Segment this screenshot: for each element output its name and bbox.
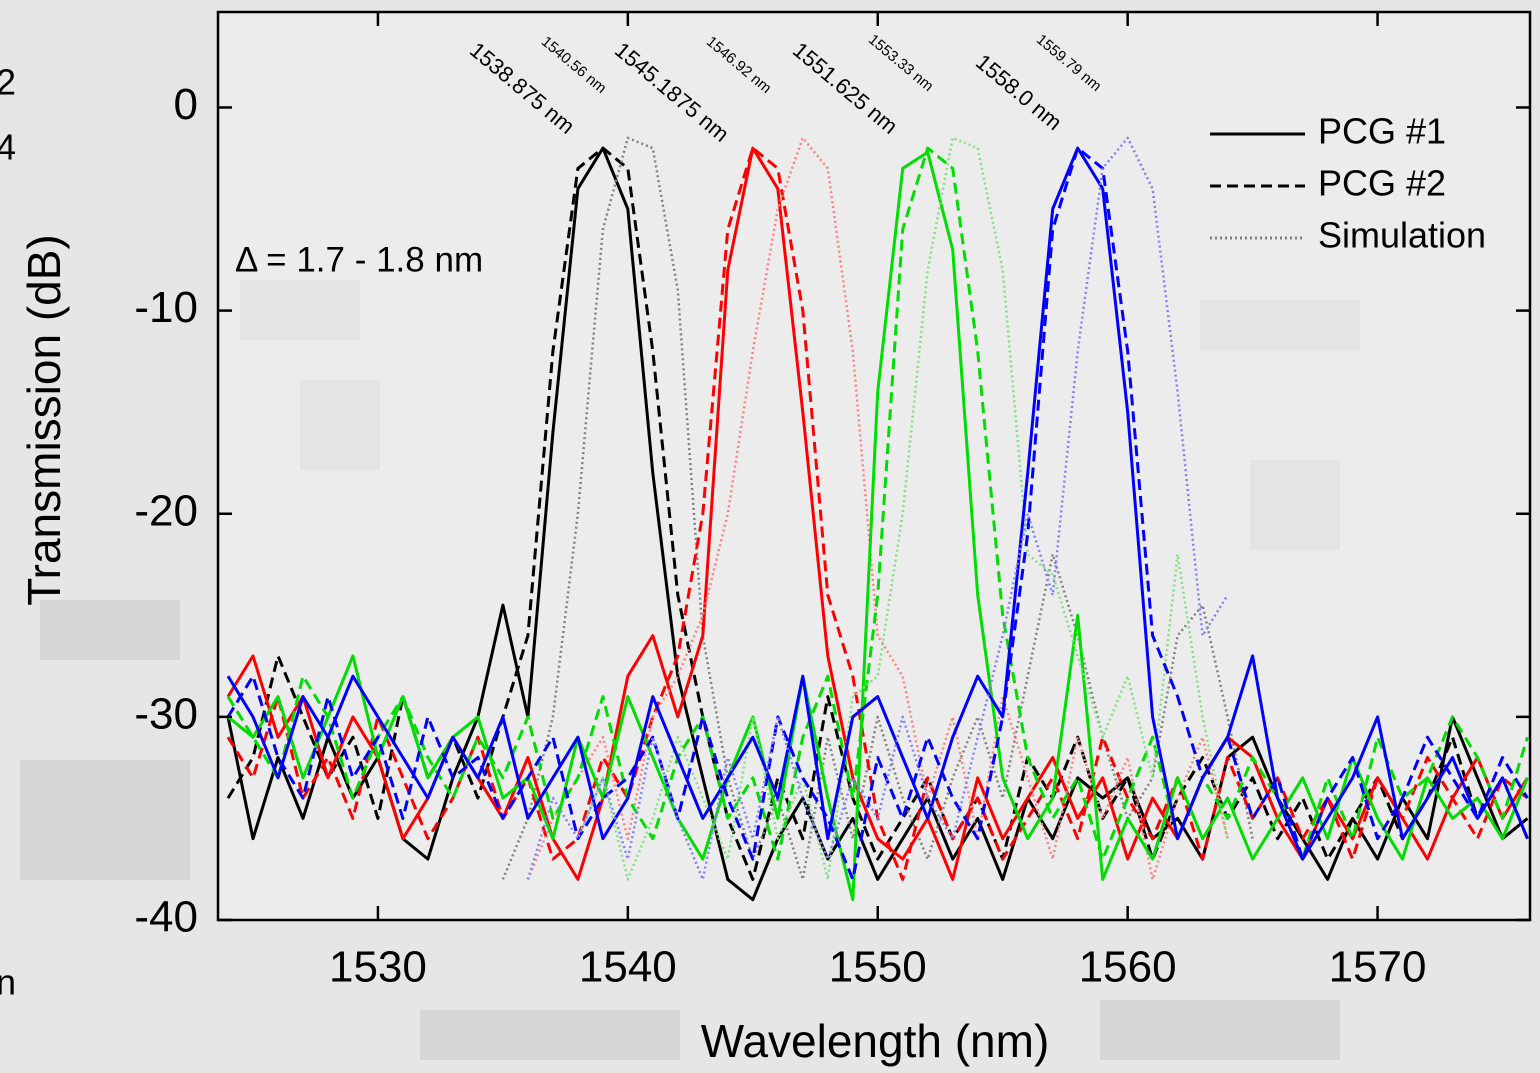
y-axis-title: Transmission (dB) (18, 234, 70, 605)
y-tick-label: 0 (174, 80, 198, 129)
x-axis-title: Wavelength (nm) (701, 1015, 1050, 1067)
series-line (576, 136, 1229, 881)
series-line (526, 136, 1229, 881)
y-tick-label: -20 (134, 486, 198, 535)
cropped-text: n (0, 962, 16, 1003)
x-tick-label: 1540 (579, 943, 677, 992)
y-tick-label: -30 (134, 689, 198, 738)
x-tick-label: 1570 (1329, 943, 1427, 992)
y-tick-label: -10 (134, 283, 198, 332)
cropped-text: 4 (0, 127, 16, 168)
series-line (227, 150, 1529, 902)
x-tick-label: 1560 (1079, 943, 1177, 992)
series-line (226, 146, 1529, 881)
y-tick-label: -40 (134, 893, 198, 942)
x-tick-label: 1550 (829, 943, 927, 992)
legend-label: PCG #2 (1318, 163, 1446, 204)
x-tick-label: 1530 (329, 943, 427, 992)
cropped-text: 2 (0, 62, 16, 103)
series-line (226, 146, 1529, 881)
series-line (226, 146, 1529, 861)
annotation: Δ = 1.7 - 1.8 nm (235, 240, 483, 279)
series-line (226, 146, 1529, 902)
legend-label: PCG #1 (1318, 111, 1446, 152)
legend-label: Simulation (1318, 215, 1486, 256)
plot-area (226, 136, 1529, 902)
series-line (526, 136, 1229, 881)
